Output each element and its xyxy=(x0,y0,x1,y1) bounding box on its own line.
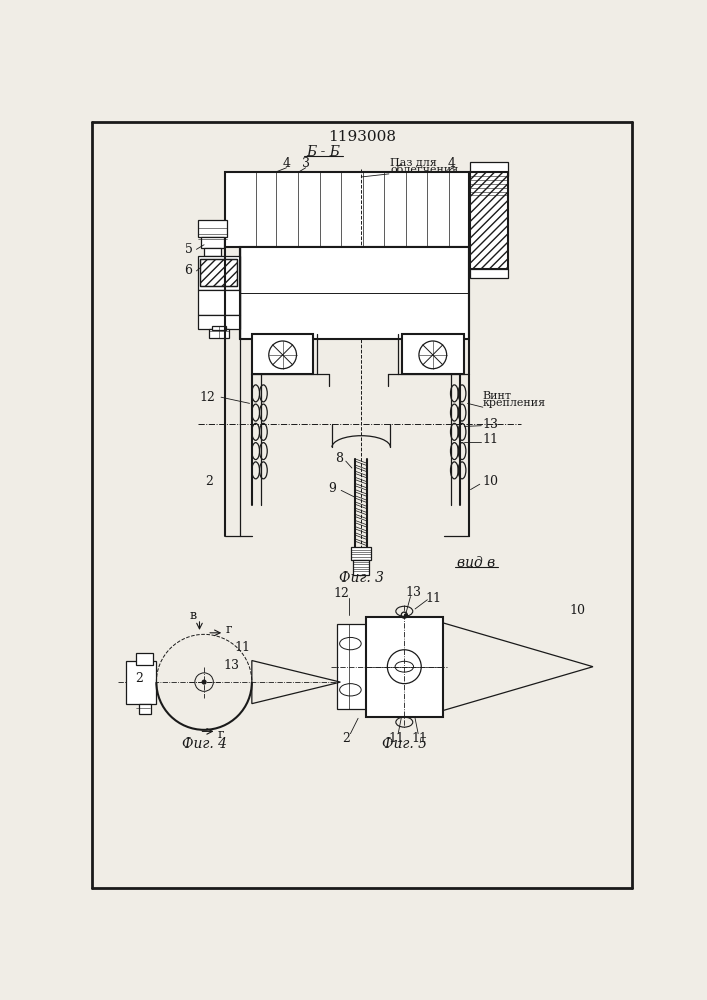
Text: 5: 5 xyxy=(185,243,192,256)
Bar xyxy=(469,162,508,176)
Bar xyxy=(198,315,240,329)
Text: г: г xyxy=(218,728,224,741)
Text: 8: 8 xyxy=(334,452,343,465)
Bar xyxy=(351,547,371,560)
Bar xyxy=(198,220,227,237)
Bar xyxy=(136,653,153,665)
Bar xyxy=(337,624,366,709)
Text: облегчения: облегчения xyxy=(390,165,459,175)
Text: 12: 12 xyxy=(333,587,349,600)
Bar xyxy=(204,248,221,256)
Bar xyxy=(402,334,464,374)
Bar xyxy=(126,661,156,704)
Text: 9: 9 xyxy=(329,482,337,495)
Text: г: г xyxy=(226,623,232,636)
Text: 13: 13 xyxy=(483,418,499,431)
Bar xyxy=(225,172,469,247)
Text: 1193008: 1193008 xyxy=(328,130,396,144)
Bar xyxy=(366,617,443,717)
Bar xyxy=(198,290,240,315)
Text: 11: 11 xyxy=(389,732,404,745)
Text: 11: 11 xyxy=(235,641,250,654)
Bar xyxy=(198,256,240,290)
Circle shape xyxy=(202,680,206,684)
Text: крепления: крепления xyxy=(483,398,546,408)
Text: Фиг. 5: Фиг. 5 xyxy=(382,737,427,751)
Text: вид в: вид в xyxy=(457,556,495,570)
Text: 12: 12 xyxy=(200,391,216,404)
Text: Фиг. 4: Фиг. 4 xyxy=(182,737,227,751)
Text: 4: 4 xyxy=(283,157,291,170)
Bar xyxy=(201,237,224,248)
Text: 4: 4 xyxy=(448,157,456,170)
Text: 2: 2 xyxy=(206,475,214,488)
Text: 3: 3 xyxy=(302,157,310,170)
Text: 11: 11 xyxy=(426,592,442,605)
Text: 11: 11 xyxy=(411,732,428,745)
Bar xyxy=(469,269,508,278)
Text: Фиг. 3: Фиг. 3 xyxy=(339,571,384,585)
Bar xyxy=(209,329,229,338)
Bar xyxy=(473,176,506,185)
Text: 11: 11 xyxy=(483,433,499,446)
Text: 2: 2 xyxy=(136,672,144,685)
Text: Паз для: Паз для xyxy=(390,157,437,167)
Text: Винт: Винт xyxy=(483,391,512,401)
Text: в: в xyxy=(189,609,197,622)
Bar xyxy=(240,247,469,339)
Text: 6: 6 xyxy=(185,264,192,277)
Bar xyxy=(476,185,502,192)
Bar xyxy=(200,259,238,286)
Circle shape xyxy=(404,614,407,616)
Bar xyxy=(139,704,151,714)
Text: 13: 13 xyxy=(224,659,240,672)
Bar xyxy=(212,326,226,330)
Bar xyxy=(200,259,238,286)
Bar xyxy=(252,334,313,374)
Text: 10: 10 xyxy=(570,604,585,617)
Text: 2: 2 xyxy=(343,732,351,745)
Bar xyxy=(354,560,369,575)
Text: 10: 10 xyxy=(483,475,499,488)
Text: Б - Б: Б - Б xyxy=(306,145,341,159)
Bar xyxy=(469,172,508,269)
Text: 13: 13 xyxy=(406,586,421,599)
